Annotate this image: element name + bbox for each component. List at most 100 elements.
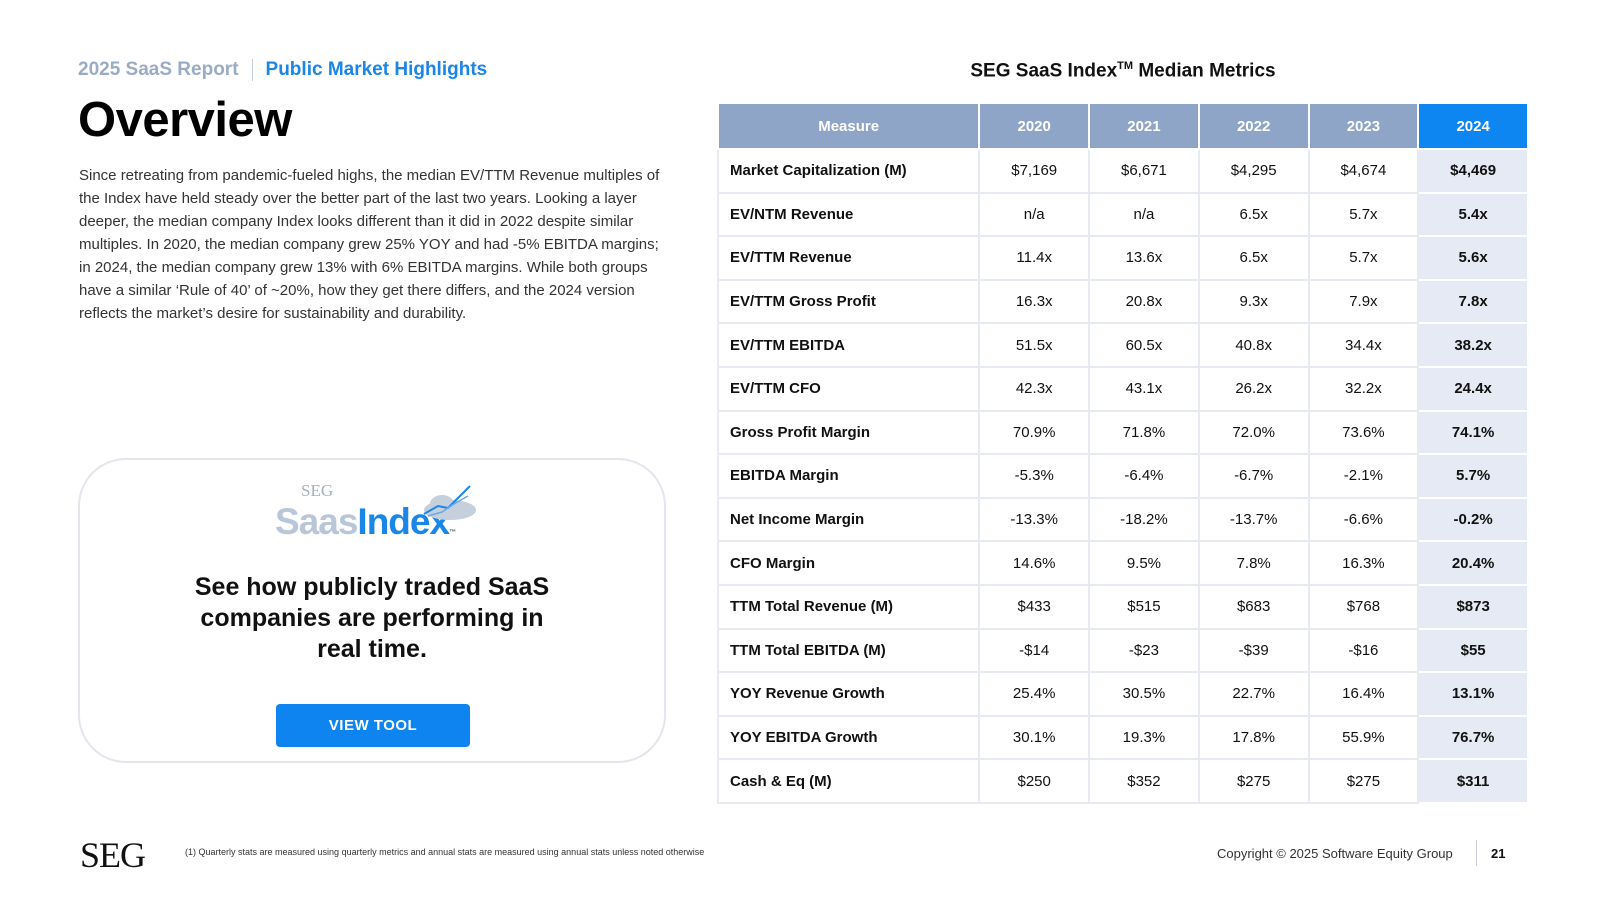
value-cell: $4,469 — [1417, 148, 1529, 194]
value-cell: $515 — [1088, 583, 1200, 630]
value-cell: 14.6% — [978, 540, 1091, 586]
measure-cell: YOY EBITDA Growth — [716, 714, 981, 761]
value-cell: $352 — [1088, 758, 1200, 804]
value-cell: $4,295 — [1197, 148, 1310, 194]
value-cell: 71.8% — [1088, 409, 1200, 456]
table-row: Net Income Margin -13.3% -18.2% -13.7% -6.6%… — [716, 496, 1529, 543]
table-row: CFO Margin 14.6% 9.5% 7.8% 16.3% 20.4% — [716, 540, 1529, 586]
table-row: TTM Total EBITDA (M) -$14 -$23 -$39 -$16 $55 — [716, 627, 1529, 674]
measure-cell: YOY Revenue Growth — [716, 671, 981, 717]
column-header: Measure — [716, 102, 981, 150]
value-cell: 30.5% — [1088, 671, 1200, 717]
footnote: (1) Quarterly stats are measured using q… — [185, 847, 705, 857]
table-title-suffix: Median Metrics — [1133, 60, 1276, 82]
value-cell: 13.1% — [1417, 671, 1529, 717]
value-cell: -$16 — [1307, 627, 1420, 674]
value-cell: 11.4x — [978, 235, 1091, 281]
column-header: 2024 — [1417, 102, 1529, 150]
table-title: SEG SaaS IndexTM Median Metrics — [718, 60, 1528, 82]
value-cell: -$39 — [1197, 627, 1310, 674]
saas-index-card: SEG SaasIndex™ See how publicly traded S… — [78, 458, 666, 763]
value-cell: 25.4% — [978, 671, 1091, 717]
measure-cell: Market Capitalization (M) — [716, 148, 981, 194]
table-row: EBITDA Margin -5.3% -6.4% -6.7% -2.1% 5.7% — [716, 453, 1529, 499]
measure-cell: Gross Profit Margin — [716, 409, 981, 456]
value-cell: $873 — [1417, 583, 1529, 630]
value-cell: 9.5% — [1088, 540, 1200, 586]
column-header: 2022 — [1197, 102, 1310, 150]
page-number: 21 — [1491, 846, 1506, 861]
value-cell: 7.8% — [1197, 540, 1310, 586]
value-cell: 73.6% — [1307, 409, 1420, 456]
value-cell: 74.1% — [1417, 409, 1529, 456]
value-cell: 17.8% — [1197, 714, 1310, 761]
table-row: YOY EBITDA Growth 30.1% 19.3% 17.8% 55.9% 76.… — [716, 714, 1529, 761]
value-cell: -13.3% — [978, 496, 1091, 543]
value-cell: 38.2x — [1417, 322, 1529, 368]
table-row: Gross Profit Margin 70.9% 71.8% 72.0% 73.6% 7… — [716, 409, 1529, 456]
measure-cell: EV/TTM CFO — [716, 365, 981, 412]
value-cell: 13.6x — [1088, 235, 1200, 281]
measure-cell: EV/TTM Revenue — [716, 235, 981, 281]
value-cell: 43.1x — [1088, 365, 1200, 412]
value-cell: 19.3% — [1088, 714, 1200, 761]
value-cell: 20.8x — [1088, 278, 1200, 325]
value-cell: -6.4% — [1088, 453, 1200, 499]
value-cell: $4,674 — [1307, 148, 1420, 194]
seg-logo: SEG — [80, 835, 146, 875]
trademark: TM — [1117, 60, 1134, 72]
value-cell: 51.5x — [978, 322, 1091, 368]
value-cell: 16.3x — [978, 278, 1091, 325]
value-cell: 5.7x — [1307, 235, 1420, 281]
divider — [1476, 840, 1477, 866]
card-headline: See how publicly traded SaaS companies a… — [194, 573, 550, 663]
value-cell: 7.8x — [1417, 278, 1529, 325]
measure-cell: CFO Margin — [716, 540, 981, 586]
value-cell: 72.0% — [1197, 409, 1310, 456]
value-cell: $6,671 — [1088, 148, 1200, 194]
measure-cell: EV/NTM Revenue — [716, 191, 981, 238]
measure-cell: TTM Total EBITDA (M) — [716, 627, 981, 674]
value-cell: -2.1% — [1307, 453, 1420, 499]
column-header: 2020 — [978, 102, 1091, 150]
measure-cell: EBITDA Margin — [716, 453, 981, 499]
value-cell: 7.9x — [1307, 278, 1420, 325]
value-cell: 20.4% — [1417, 540, 1529, 586]
value-cell: n/a — [1088, 191, 1200, 238]
value-cell: 6.5x — [1197, 235, 1310, 281]
breadcrumb: 2025 SaaS Report Public Market Highlight… — [78, 59, 487, 81]
value-cell: 5.4x — [1417, 191, 1529, 238]
measure-cell: TTM Total Revenue (M) — [716, 583, 981, 630]
table-row: TTM Total Revenue (M) $433 $515 $683 $768 $87… — [716, 583, 1529, 630]
value-cell: 16.4% — [1307, 671, 1420, 717]
value-cell: n/a — [978, 191, 1091, 238]
table-row: Market Capitalization (M) $7,169 $6,671 $4,… — [716, 148, 1529, 194]
value-cell: 5.7% — [1417, 453, 1529, 499]
table-row: Cash & Eq (M) $250 $352 $275 $275 $311 — [716, 758, 1529, 804]
logo-tm: ™ — [449, 529, 456, 536]
value-cell: 55.9% — [1307, 714, 1420, 761]
value-cell: 34.4x — [1307, 322, 1420, 368]
value-cell: -$14 — [978, 627, 1091, 674]
column-header: 2023 — [1307, 102, 1420, 150]
overview-text: Since retreating from pandemic-fueled hi… — [79, 167, 660, 322]
cloud-chart-icon — [423, 485, 476, 520]
table-row: EV/TTM CFO 42.3x 43.1x 26.2x 32.2x 24.4x — [716, 365, 1529, 412]
value-cell: $275 — [1307, 758, 1420, 804]
value-cell: -18.2% — [1088, 496, 1200, 543]
measure-cell: EV/TTM EBITDA — [716, 322, 981, 368]
copyright: Copyright © 2025 Software Equity Group — [1217, 846, 1453, 861]
value-cell: 26.2x — [1197, 365, 1310, 412]
table-row: EV/TTM Revenue 11.4x 13.6x 6.5x 5.7x 5.6x — [716, 235, 1529, 281]
value-cell: $275 — [1197, 758, 1310, 804]
divider — [251, 59, 253, 81]
column-header: 2021 — [1088, 102, 1200, 150]
view-tool-button[interactable]: VIEW TOOL — [276, 704, 470, 747]
value-cell: $768 — [1307, 583, 1420, 630]
measure-cell: Net Income Margin — [716, 496, 981, 543]
value-cell: $7,169 — [978, 148, 1091, 194]
page-title: Overview — [78, 93, 292, 147]
value-cell: 40.8x — [1197, 322, 1310, 368]
value-cell: $683 — [1197, 583, 1310, 630]
value-cell: 9.3x — [1197, 278, 1310, 325]
